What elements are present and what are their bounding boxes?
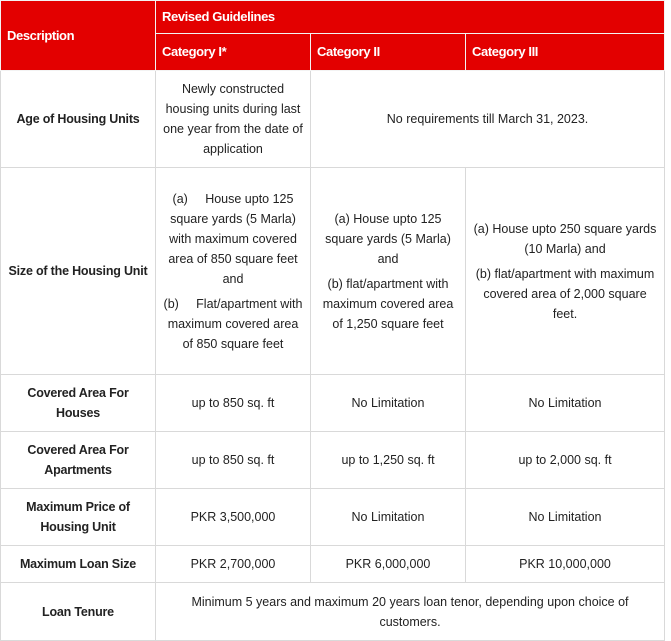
cell: up to 850 sq. ft <box>155 374 311 432</box>
cell: Minimum 5 years and maximum 20 years loa… <box>154 582 666 641</box>
cell: up to 2,000 sq. ft <box>464 431 666 489</box>
row-label: Loan Tenure <box>0 582 156 641</box>
cell-text: (b) flat/apartment with maximum covered … <box>475 266 655 321</box>
cell-text: (a) House upto 125 square yards (5 Marla… <box>325 211 451 266</box>
header-row-1: Description Revised Guidelines <box>0 0 666 71</box>
category-3-header: Category III <box>464 33 666 71</box>
table-row: Size of the Housing Unit (a) House upto … <box>0 167 666 375</box>
row-label: Maximum Price of Housing Unit <box>0 488 156 546</box>
row-label: Maximum Loan Size <box>0 545 156 583</box>
cell: up to 850 sq. ft <box>155 431 311 489</box>
revised-guidelines-header: Revised Guidelines <box>154 0 666 34</box>
row-label: Covered Area For Apartments <box>0 431 156 489</box>
table-row: Covered Area For Houses up to 850 sq. ft… <box>0 374 666 432</box>
description-header: Description <box>0 0 156 71</box>
cell: (a) House upto 125 square yards (5 Marla… <box>155 167 311 375</box>
cell: No Limitation <box>464 488 666 546</box>
row-label: Age of Housing Units <box>0 70 156 168</box>
category-2-header: Category II <box>310 33 466 71</box>
table-row: Age of Housing Units Newly constructed h… <box>0 70 666 168</box>
table-row: Maximum Price of Housing Unit PKR 3,500,… <box>0 488 666 546</box>
cell: PKR 6,000,000 <box>310 545 466 583</box>
cell: PKR 10,000,000 <box>464 545 666 583</box>
cell: PKR 3,500,000 <box>155 488 311 546</box>
table-row: Loan Tenure Minimum 5 years and maximum … <box>0 582 666 641</box>
cell: PKR 2,700,000 <box>155 545 311 583</box>
category-1-header: Category I* <box>155 33 311 71</box>
cell: No Limitation <box>310 374 466 432</box>
header-row-2: Category I* Category II Category III <box>1 33 666 71</box>
cell-text: (b) Flat/apartment with maximum covered … <box>163 296 303 351</box>
cell-text: (a) House upto 125 square yards (5 Marla… <box>168 191 298 286</box>
table-row: Covered Area For Apartments up to 850 sq… <box>0 431 666 489</box>
cell: (a) House upto 250 square yards (10 Marl… <box>464 167 666 375</box>
table-row: Maximum Loan Size PKR 2,700,000 PKR 6,00… <box>0 545 666 583</box>
cell: up to 1,250 sq. ft <box>310 431 466 489</box>
cell-text: (a) House upto 250 square yards (10 Marl… <box>473 221 657 256</box>
row-label: Size of the Housing Unit <box>0 167 156 375</box>
row-label: Covered Area For Houses <box>0 374 156 432</box>
cell: No requirements till March 31, 2023. <box>309 70 666 168</box>
cell: (a) House upto 125 square yards (5 Marla… <box>310 167 466 375</box>
cell: No Limitation <box>310 488 466 546</box>
cell: Newly constructed housing units during l… <box>155 70 311 168</box>
cell: No Limitation <box>464 374 666 432</box>
cell-text: (b) flat/apartment with maximum covered … <box>322 276 454 331</box>
